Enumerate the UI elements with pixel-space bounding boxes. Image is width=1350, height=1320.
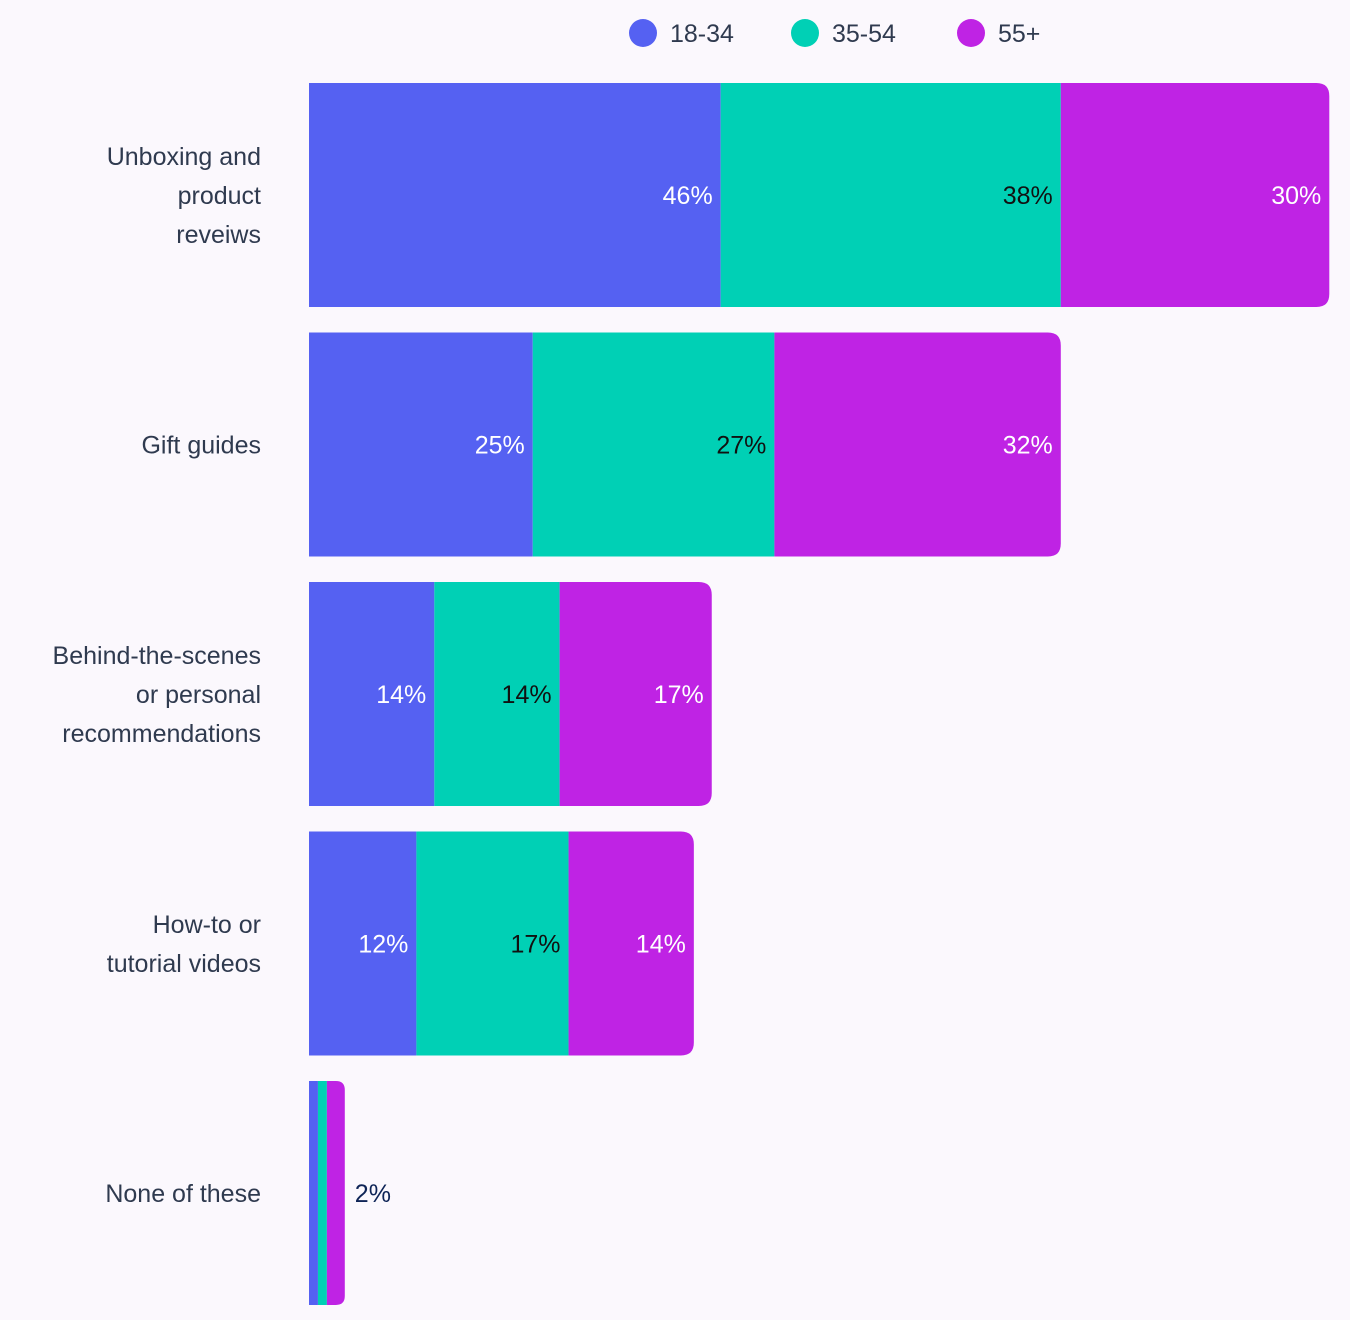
legend-item-35-54: 35-54 bbox=[791, 19, 896, 48]
legend-item-18-34: 18-34 bbox=[629, 19, 734, 48]
bar-segment-55+ bbox=[326, 1081, 345, 1305]
category-label-line: tutorial videos bbox=[107, 950, 261, 978]
bar-segment-18-34 bbox=[309, 831, 417, 1056]
data-label: 17% bbox=[511, 931, 561, 959]
data-label: 32% bbox=[1003, 432, 1053, 460]
category-label-line: Gift guides bbox=[141, 432, 261, 460]
data-label: 14% bbox=[636, 931, 686, 959]
data-label: 14% bbox=[376, 681, 426, 709]
bar-segment-18-34 bbox=[309, 582, 435, 806]
data-label: 14% bbox=[502, 681, 552, 709]
legend-swatch-35-54 bbox=[791, 19, 819, 47]
category-label-line: Unboxing and bbox=[107, 143, 261, 171]
data-label: 25% bbox=[475, 432, 525, 460]
bar-segment-35-54 bbox=[434, 582, 560, 806]
legend-label-35-54: 35-54 bbox=[832, 20, 896, 48]
data-label: 2% bbox=[355, 1180, 391, 1208]
bar-segment-18-34 bbox=[309, 1081, 318, 1305]
category-label-line: reveiws bbox=[176, 221, 261, 249]
bar-segment-55+ bbox=[568, 831, 694, 1056]
category-label-line: How-to or bbox=[153, 911, 261, 939]
category-label-line: None of these bbox=[105, 1180, 261, 1208]
category-label-line: Behind-the-scenes bbox=[53, 642, 261, 670]
data-label: 30% bbox=[1271, 182, 1321, 210]
category-label: Unboxing and product reveiws bbox=[107, 143, 261, 249]
legend-item-55+: 55+ bbox=[957, 19, 1040, 48]
legend-swatch-18-34 bbox=[629, 19, 657, 47]
data-label: 38% bbox=[1003, 182, 1053, 210]
data-label: 27% bbox=[716, 432, 766, 460]
category-label: None of these bbox=[105, 1180, 261, 1208]
bar-segment-18-34 bbox=[309, 332, 533, 557]
category-label-line: recommendations bbox=[62, 720, 261, 748]
data-label: 17% bbox=[654, 681, 704, 709]
bar-segment-35-54 bbox=[416, 831, 569, 1056]
data-label: 12% bbox=[358, 931, 408, 959]
legend-swatch-55+ bbox=[957, 19, 985, 47]
legend-label-18-34: 18-34 bbox=[670, 20, 734, 48]
category-label: Behind-the-scenes or personal recommendati… bbox=[53, 642, 261, 748]
bar-segment-35-54 bbox=[532, 332, 775, 557]
bar-segment-35-54 bbox=[317, 1081, 327, 1305]
bar-segment-55+ bbox=[559, 582, 712, 806]
bar-segment-55+ bbox=[1060, 83, 1330, 307]
category-label-line: or personal bbox=[136, 681, 261, 709]
bar-segment-55+ bbox=[774, 332, 1061, 557]
legend: 18-34 35-54 55+ bbox=[629, 19, 1040, 48]
bar-segment-35-54 bbox=[720, 83, 1061, 307]
legend-label-55+: 55+ bbox=[998, 20, 1040, 48]
category-label: How-to or tutorial videos bbox=[107, 911, 261, 978]
category-label-line: product bbox=[178, 182, 261, 210]
data-label: 46% bbox=[663, 182, 713, 210]
bar-segment-18-34 bbox=[309, 83, 721, 307]
category-label: Gift guides bbox=[141, 432, 261, 460]
